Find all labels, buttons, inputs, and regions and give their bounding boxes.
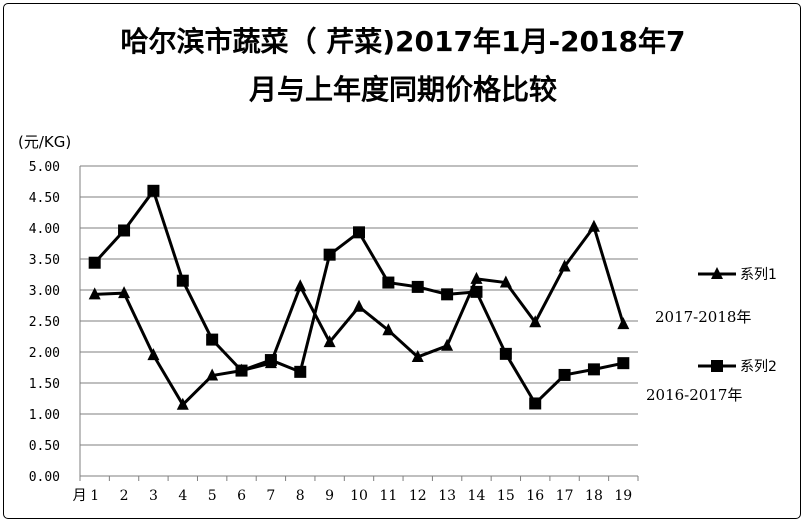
data-point — [206, 368, 219, 381]
data-point — [617, 357, 630, 370]
x-tick-label: 15 — [497, 488, 515, 504]
axes: 0.00 0.50 1.00 1.50 2.00 2.50 3.00 3.50 4.00 4.50… — [29, 160, 639, 504]
chart-title-line-1: 哈尔滨市蔬菜（ 芹菜)2017年1月-2018年7 — [120, 25, 686, 58]
y-tick-label: 0.50 — [29, 439, 60, 454]
y-axis-unit-label: (元/KG) — [18, 133, 72, 151]
series-note-2: 2016-2017年 — [646, 386, 742, 404]
x-tick-label: 16 — [526, 488, 544, 504]
data-point — [529, 397, 542, 410]
legend-marker — [711, 360, 723, 372]
data-point — [176, 274, 189, 287]
y-tick-label: 2.50 — [29, 315, 60, 330]
data-point — [323, 248, 336, 261]
data-point — [147, 348, 160, 361]
chart-frame — [3, 3, 801, 519]
data-point — [529, 315, 542, 328]
series-1 — [88, 219, 630, 410]
x-tick-label: 3 — [149, 488, 158, 504]
gridlines — [80, 165, 638, 446]
legend-item-2: 系列2 — [698, 359, 777, 375]
data-point — [558, 259, 571, 272]
data-point — [558, 368, 571, 381]
x-tick-label: 4 — [178, 488, 187, 504]
data-point — [617, 317, 630, 330]
y-tick-label: 4.50 — [29, 191, 60, 206]
data-point — [147, 184, 160, 197]
data-point — [294, 279, 307, 292]
x-tick-label: 10 — [350, 488, 368, 504]
legend-label: 系列2 — [740, 359, 777, 375]
data-point — [587, 363, 600, 376]
x-tick-label: 13 — [438, 488, 456, 504]
data-point — [88, 287, 101, 300]
x-tick-label: 14 — [468, 488, 486, 504]
legend-marker — [711, 267, 723, 279]
data-point — [470, 285, 483, 298]
x-tick-label: 19 — [614, 488, 632, 504]
series-group — [88, 184, 630, 410]
y-tick-label: 3.50 — [29, 253, 60, 268]
y-tick-label: 0.00 — [29, 470, 60, 485]
data-point — [499, 275, 512, 288]
x-axis-prefix: 月 — [73, 488, 87, 504]
data-point — [294, 365, 307, 378]
data-point — [382, 323, 395, 336]
x-tick-label: 6 — [237, 488, 246, 504]
data-point — [470, 271, 483, 284]
data-point — [441, 288, 454, 301]
y-tick-label: 4.00 — [29, 222, 60, 237]
data-point — [88, 256, 101, 269]
data-point — [411, 280, 424, 293]
data-point — [118, 286, 131, 299]
x-tick-label: 17 — [556, 488, 574, 504]
legend-item-1: 系列1 — [698, 267, 777, 283]
y-tick-label: 2.00 — [29, 346, 60, 361]
data-point — [499, 347, 512, 360]
data-point — [441, 338, 454, 351]
data-point — [353, 299, 365, 312]
data-point — [235, 364, 248, 377]
series-note-1: 2017-2018年 — [655, 308, 751, 326]
y-tick-label: 3.00 — [29, 284, 60, 299]
x-tick-label: 11 — [379, 488, 397, 504]
x-tick-label: 5 — [208, 488, 217, 504]
series-2 — [88, 184, 630, 410]
x-tick-label: 7 — [266, 488, 275, 504]
data-point — [411, 349, 424, 362]
y-tick-label: 1.50 — [29, 377, 60, 392]
data-point — [323, 335, 336, 348]
x-tick-label: 9 — [325, 488, 334, 504]
data-point — [382, 276, 395, 289]
data-point — [206, 333, 219, 346]
series-line — [93, 189, 624, 405]
x-tick-label: 12 — [409, 488, 427, 504]
chart-title-line-2: 月与上年度同期价格比较 — [248, 73, 557, 106]
legend-label: 系列1 — [740, 267, 777, 283]
data-point — [264, 354, 277, 367]
data-point — [353, 226, 365, 239]
y-tick-label: 1.00 — [29, 408, 60, 423]
x-tick-label: 8 — [296, 488, 305, 504]
data-point — [587, 219, 600, 232]
data-point — [176, 397, 189, 410]
x-tick-label: 18 — [585, 488, 603, 504]
y-tick-label: 5.00 — [29, 160, 60, 175]
x-tick-label: 1 — [90, 488, 99, 504]
data-point — [118, 224, 131, 237]
x-tick-label: 2 — [120, 488, 129, 504]
